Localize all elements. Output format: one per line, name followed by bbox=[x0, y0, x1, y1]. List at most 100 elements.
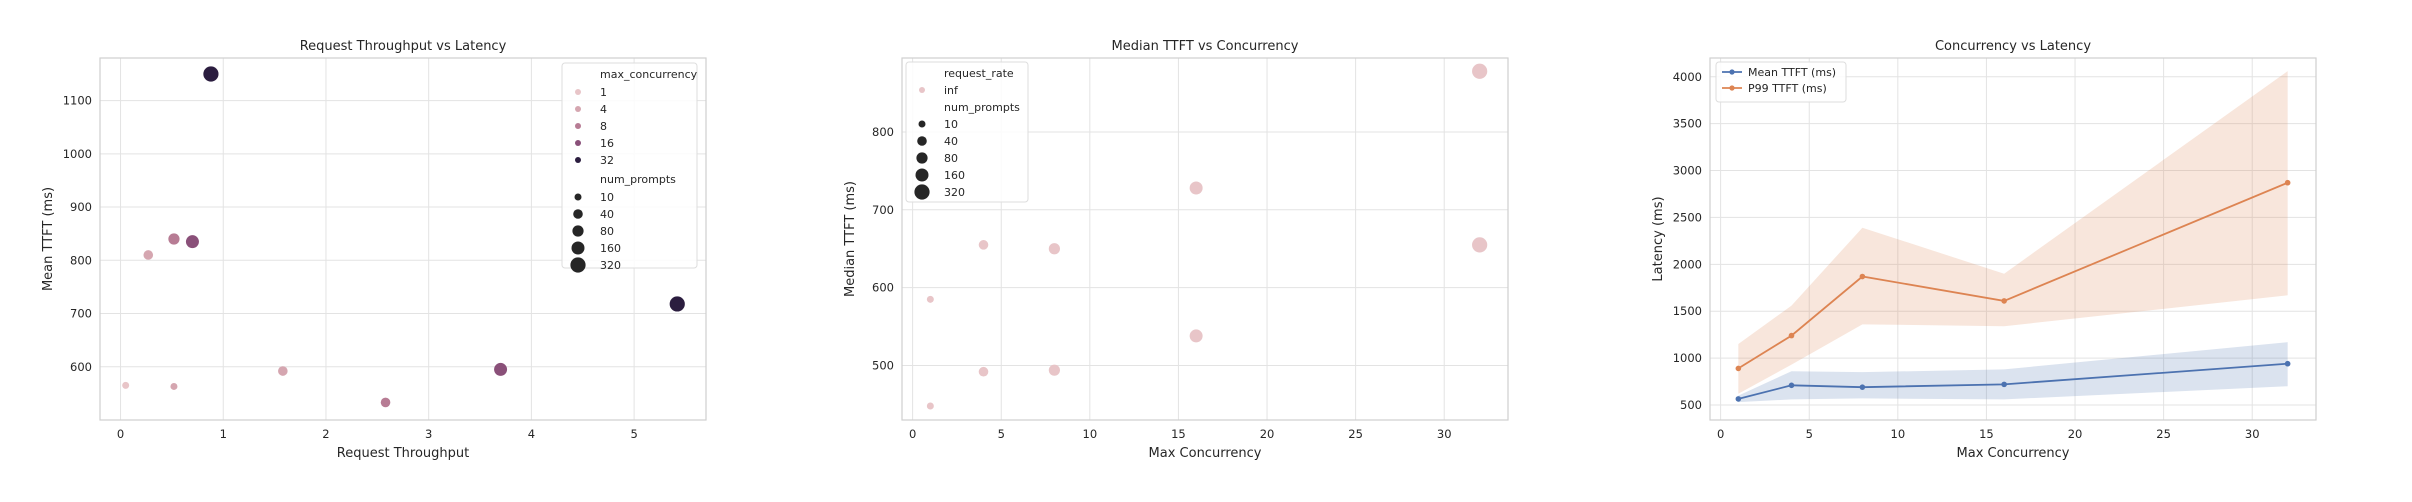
x-tick-label: 15 bbox=[1979, 427, 1994, 441]
data-point bbox=[494, 362, 508, 376]
y-tick-label: 1000 bbox=[63, 147, 92, 161]
data-point bbox=[1048, 364, 1060, 376]
series-point bbox=[1735, 365, 1742, 372]
y-tick-label: 2000 bbox=[1673, 257, 1702, 271]
y-tick-label: 2500 bbox=[1673, 210, 1702, 224]
chart-2: 0 5 10 15 20 25 30 500 600 700 800 Median TTFT vs C… bbox=[843, 39, 1509, 461]
x-axis-label: Request Throughput bbox=[337, 446, 469, 461]
plot-area bbox=[1710, 58, 2316, 420]
data-point bbox=[170, 382, 178, 390]
legend-marker bbox=[918, 120, 926, 128]
data-point bbox=[1472, 63, 1488, 79]
legend-label: 40 bbox=[600, 208, 614, 221]
legend-marker bbox=[575, 123, 581, 129]
legend-box bbox=[1715, 61, 1847, 103]
x-tick-label: 4 bbox=[528, 427, 535, 441]
legend-label: 320 bbox=[944, 186, 965, 199]
chart-title: Median TTFT vs Concurrency bbox=[1112, 39, 1299, 54]
x-tick-label: 30 bbox=[1437, 427, 1452, 441]
data-point bbox=[978, 366, 989, 377]
x-tick-label: 10 bbox=[1083, 427, 1098, 441]
x-tick-label: 2 bbox=[322, 427, 329, 441]
x-tick-label: 30 bbox=[2245, 427, 2260, 441]
x-axis-label: Max Concurrency bbox=[1149, 446, 1262, 461]
data-point bbox=[926, 402, 934, 410]
x-tick-label: 0 bbox=[1717, 427, 1724, 441]
plot-border bbox=[901, 57, 1509, 421]
legend: max_concurrency 1 4 8 16 32 num_prompts 10 40 80 1… bbox=[561, 62, 698, 273]
legend-marker bbox=[1729, 69, 1735, 75]
series-point bbox=[1859, 384, 1866, 390]
legend-label: Mean TTFT (ms) bbox=[1748, 66, 1836, 79]
y-axis-label: Latency (ms) bbox=[1651, 196, 1666, 281]
legend-marker bbox=[571, 241, 585, 255]
y-tick-label: 900 bbox=[70, 200, 92, 214]
y-tick-label: 4000 bbox=[1673, 70, 1702, 84]
data-point bbox=[278, 366, 288, 376]
y-tick-label: 1500 bbox=[1673, 304, 1702, 318]
series-point bbox=[2284, 360, 2291, 367]
data-point bbox=[203, 66, 219, 82]
legend-marker bbox=[575, 106, 581, 112]
legend-marker bbox=[572, 225, 584, 237]
y-tick-label: 600 bbox=[70, 360, 92, 374]
data-point bbox=[1189, 181, 1203, 195]
legend-marker bbox=[915, 168, 929, 182]
legend-label: 320 bbox=[600, 259, 621, 272]
plot-border bbox=[1709, 57, 2317, 421]
legend-label: 16 bbox=[600, 137, 614, 150]
legend-marker bbox=[573, 209, 583, 219]
legend-marker bbox=[575, 140, 581, 146]
x-tick-label: 1 bbox=[220, 427, 227, 441]
chart-3: 0 5 10 15 20 25 30 500 1000 1500 2000 2500 3000 3500 4… bbox=[1651, 39, 2317, 461]
y-axis-label: Mean TTFT (ms) bbox=[41, 187, 56, 291]
y-tick-label: 1100 bbox=[63, 94, 92, 108]
legend-label: 10 bbox=[944, 118, 958, 131]
x-tick-label: 15 bbox=[1171, 427, 1186, 441]
y-tick-label: 1000 bbox=[1673, 351, 1702, 365]
series-2 bbox=[1735, 71, 2291, 394]
confidence-band bbox=[1738, 71, 2288, 394]
legend-label: 160 bbox=[600, 242, 621, 255]
legend-label: 160 bbox=[944, 169, 965, 182]
legend-marker bbox=[916, 152, 928, 164]
legend-marker bbox=[575, 157, 581, 163]
legend-label: 10 bbox=[600, 191, 614, 204]
legend-label: 80 bbox=[944, 152, 958, 165]
chart-1: 0 1 2 3 4 5 600 700 800 900 1000 1100 Request Throug… bbox=[41, 39, 707, 461]
legend-label: 80 bbox=[600, 225, 614, 238]
series-point bbox=[2001, 298, 2007, 304]
data-point bbox=[185, 235, 199, 249]
data-point bbox=[669, 296, 685, 312]
series-point bbox=[2001, 381, 2007, 388]
data-point bbox=[1048, 243, 1060, 255]
x-axis-label: Max Concurrency bbox=[1957, 446, 2070, 461]
legend-marker bbox=[570, 257, 586, 273]
x-tick-label: 3 bbox=[425, 427, 432, 441]
legend-marker bbox=[919, 87, 925, 93]
y-tick-label: 3500 bbox=[1673, 117, 1702, 131]
series-point bbox=[1788, 382, 1795, 389]
y-tick-label: 3000 bbox=[1673, 164, 1702, 178]
data-point bbox=[168, 233, 180, 245]
x-tick-label: 20 bbox=[1260, 427, 1275, 441]
data-points bbox=[926, 63, 1488, 410]
legend-marker bbox=[575, 89, 581, 95]
legend-title: num_prompts bbox=[944, 101, 1020, 114]
legend-box bbox=[561, 62, 698, 269]
legend-title: max_concurrency bbox=[600, 68, 698, 81]
legend-label: 4 bbox=[600, 103, 607, 116]
legend-marker bbox=[574, 193, 582, 201]
legend-marker bbox=[1729, 85, 1735, 91]
legend-marker bbox=[914, 184, 930, 200]
x-tick-label: 25 bbox=[1348, 427, 1363, 441]
data-point bbox=[1472, 237, 1488, 253]
legend-title: num_prompts bbox=[600, 173, 676, 186]
y-tick-label: 600 bbox=[872, 281, 894, 295]
x-tick-label: 20 bbox=[2068, 427, 2083, 441]
series-point bbox=[1735, 396, 1742, 402]
y-tick-label: 700 bbox=[70, 307, 92, 321]
series-point bbox=[1859, 273, 1866, 280]
chart-title: Concurrency vs Latency bbox=[1935, 39, 2091, 54]
